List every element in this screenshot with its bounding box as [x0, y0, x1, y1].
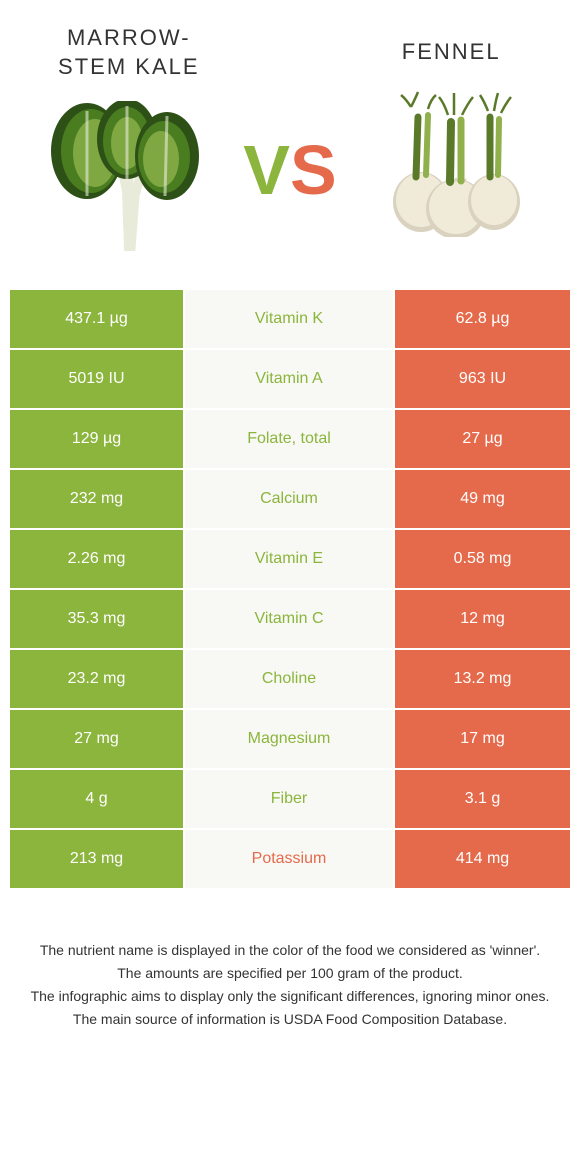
- fennel-icon: [376, 87, 526, 237]
- table-row: 35.3 mgVitamin C12 mg: [10, 590, 570, 650]
- left-value: 213 mg: [10, 830, 185, 888]
- left-value: 437.1 µg: [10, 290, 185, 348]
- right-value: 62.8 µg: [395, 290, 570, 348]
- left-value: 4 g: [10, 770, 185, 828]
- kale-image: [49, 96, 209, 256]
- nutrient-name: Fiber: [185, 770, 395, 828]
- header: Marrow- stem Kale: [0, 0, 580, 270]
- nutrient-name: Potassium: [185, 830, 395, 888]
- right-food: Fennel: [352, 38, 550, 242]
- fennel-image: [371, 82, 531, 242]
- left-value: 129 µg: [10, 410, 185, 468]
- table-row: 23.2 mgCholine13.2 mg: [10, 650, 570, 710]
- nutrient-name: Vitamin A: [185, 350, 395, 408]
- right-value: 49 mg: [395, 470, 570, 528]
- table-row: 129 µgFolate, total27 µg: [10, 410, 570, 470]
- table-row: 4 gFiber3.1 g: [10, 770, 570, 830]
- footnote-line: The nutrient name is displayed in the co…: [30, 940, 550, 961]
- vs-label: V S: [243, 70, 336, 210]
- nutrient-name: Vitamin E: [185, 530, 395, 588]
- right-value: 27 µg: [395, 410, 570, 468]
- left-value: 232 mg: [10, 470, 185, 528]
- left-food: Marrow- stem Kale: [30, 24, 228, 256]
- right-value: 0.58 mg: [395, 530, 570, 588]
- left-value: 35.3 mg: [10, 590, 185, 648]
- vs-v: V: [243, 130, 290, 210]
- footnotes: The nutrient name is displayed in the co…: [0, 890, 580, 1030]
- right-value: 414 mg: [395, 830, 570, 888]
- left-value: 23.2 mg: [10, 650, 185, 708]
- right-value: 12 mg: [395, 590, 570, 648]
- nutrient-name: Vitamin K: [185, 290, 395, 348]
- footnote-line: The main source of information is USDA F…: [30, 1009, 550, 1030]
- right-value: 13.2 mg: [395, 650, 570, 708]
- kale-icon: [49, 101, 209, 251]
- footnote-line: The amounts are specified per 100 gram o…: [30, 963, 550, 984]
- vs-s: S: [290, 130, 337, 210]
- nutrient-name: Magnesium: [185, 710, 395, 768]
- nutrient-name: Choline: [185, 650, 395, 708]
- table-row: 27 mgMagnesium17 mg: [10, 710, 570, 770]
- table-row: 437.1 µgVitamin K62.8 µg: [10, 290, 570, 350]
- nutrient-table: 437.1 µgVitamin K62.8 µg5019 IUVitamin A…: [10, 290, 570, 890]
- table-row: 5019 IUVitamin A963 IU: [10, 350, 570, 410]
- nutrient-name: Folate, total: [185, 410, 395, 468]
- footnote-line: The infographic aims to display only the…: [30, 986, 550, 1007]
- nutrient-name: Vitamin C: [185, 590, 395, 648]
- table-row: 2.26 mgVitamin E0.58 mg: [10, 530, 570, 590]
- table-row: 213 mgPotassium414 mg: [10, 830, 570, 890]
- left-food-title: Marrow- stem Kale: [58, 24, 199, 81]
- right-value: 17 mg: [395, 710, 570, 768]
- left-value: 27 mg: [10, 710, 185, 768]
- right-value: 963 IU: [395, 350, 570, 408]
- table-row: 232 mgCalcium49 mg: [10, 470, 570, 530]
- nutrient-name: Calcium: [185, 470, 395, 528]
- left-value: 2.26 mg: [10, 530, 185, 588]
- right-food-title: Fennel: [402, 38, 501, 67]
- left-value: 5019 IU: [10, 350, 185, 408]
- right-value: 3.1 g: [395, 770, 570, 828]
